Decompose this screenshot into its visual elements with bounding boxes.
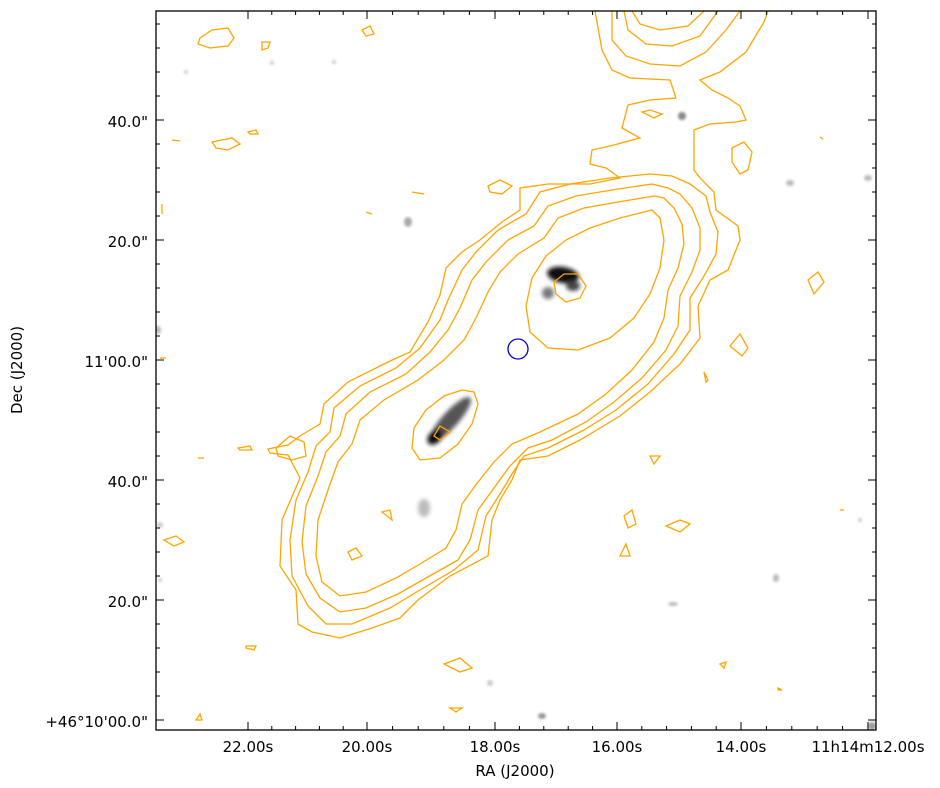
contour-level-4-main: [315, 195, 685, 597]
x-axis-label: RA (J2000): [475, 762, 554, 780]
x-tick-label: 20.00s: [342, 738, 393, 756]
y-tick-label: 20.0": [108, 233, 148, 251]
contour-level-2-main: [289, 173, 719, 625]
x-tick-label: 16.00s: [592, 738, 643, 756]
contour-layer: [160, 11, 844, 721]
contour-island: [210, 137, 242, 151]
contour-island: [442, 657, 474, 673]
contour-island: [807, 271, 825, 296]
y-axis-tick-labels: +46°10'00.0" 20.0" 40.0" 11'00.0" 20.0" …: [45, 113, 148, 731]
contour-island: [731, 141, 753, 175]
contour-island: [194, 712, 203, 721]
contour-island: [275, 435, 307, 461]
y-tick-label: 40.0": [108, 113, 148, 131]
contour-level-3-main: [301, 183, 701, 613]
contour-core-south: [433, 425, 452, 441]
x-tick-label: 14.00s: [716, 738, 767, 756]
contour-island: [703, 371, 709, 384]
contour-island: [623, 508, 637, 529]
contour-island: [171, 139, 181, 142]
contour-island: [729, 332, 749, 357]
y-tick-label: 11'00.0": [84, 353, 148, 371]
contour-inner-south: [411, 389, 479, 461]
y-tick-label: 40.0": [108, 473, 148, 491]
contour-island: [664, 519, 692, 533]
plot-area: [156, 11, 876, 730]
contour-island: [640, 109, 664, 119]
contour-inner-north: [525, 209, 665, 351]
contour-island: [261, 41, 271, 51]
contour-island: [197, 27, 235, 49]
contour-island: [365, 211, 373, 215]
contour-island: [361, 25, 375, 37]
contour-level-4: [631, 11, 705, 31]
contour-island: [718, 660, 728, 670]
x-tick-label: 18.00s: [470, 738, 521, 756]
contour-level-1: [267, 11, 769, 639]
contour-island: [777, 686, 783, 691]
contour-island: [380, 509, 393, 522]
contour-island: [648, 455, 662, 466]
y-axis-label: Dec (J2000): [8, 326, 26, 414]
position-marker-circle: [507, 338, 529, 360]
contour-island: [487, 179, 514, 195]
contour-core-north: [553, 273, 587, 303]
x-tick-label: 11h14m12.00s: [811, 738, 924, 756]
contour-island: [819, 136, 824, 140]
contour-island: [246, 129, 260, 135]
contour-island: [411, 191, 425, 195]
y-tick-label: 20.0": [108, 593, 148, 611]
contour-level-3: [623, 11, 719, 47]
plot-frame: [155, 10, 877, 731]
contour-island: [162, 535, 186, 547]
contour-island: [618, 542, 631, 557]
contour-island: [236, 445, 254, 451]
contour-island: [347, 547, 364, 561]
y-tick-label: +46°10'00.0": [45, 713, 148, 731]
faint-sources: [156, 60, 876, 730]
x-axis-tick-labels: 22.00s 20.00s 18.00s 16.00s 14.00s 11h14…: [223, 738, 925, 756]
x-tick-label: 22.00s: [223, 738, 274, 756]
contour-island: [447, 707, 465, 713]
contour-level-2: [611, 11, 741, 67]
axis-ticks: [156, 11, 876, 730]
image-layer: [156, 11, 876, 730]
contour-island: [245, 645, 258, 651]
